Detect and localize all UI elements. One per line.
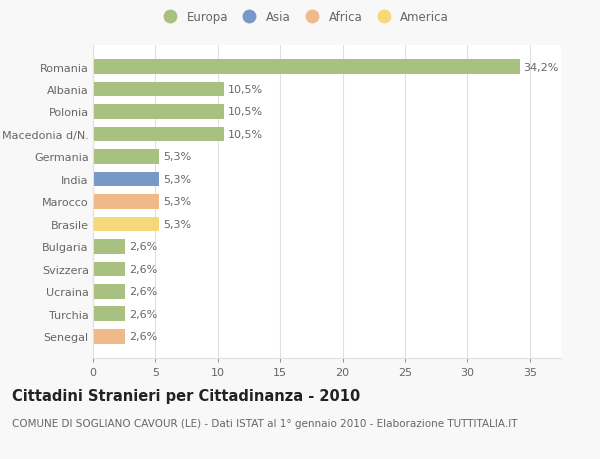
Text: 10,5%: 10,5% (228, 107, 263, 117)
Text: 2,6%: 2,6% (129, 242, 157, 252)
Bar (93, 262, 125, 276)
Bar (93, 83, 224, 97)
Text: 2,6%: 2,6% (129, 264, 157, 274)
Bar (93, 172, 159, 187)
Bar (93, 60, 520, 75)
Text: 5,3%: 5,3% (163, 219, 191, 230)
Text: COMUNE DI SOGLIANO CAVOUR (LE) - Dati ISTAT al 1° gennaio 2010 - Elaborazione TU: COMUNE DI SOGLIANO CAVOUR (LE) - Dati IS… (12, 418, 517, 428)
Bar (93, 150, 159, 164)
Text: 10,5%: 10,5% (228, 85, 263, 95)
Text: 2,6%: 2,6% (129, 309, 157, 319)
Legend: Europa, Asia, Africa, America: Europa, Asia, Africa, America (158, 11, 449, 24)
Bar (93, 217, 159, 232)
Text: Cittadini Stranieri per Cittadinanza - 2010: Cittadini Stranieri per Cittadinanza - 2… (12, 388, 360, 403)
Text: 10,5%: 10,5% (228, 130, 263, 140)
Bar (93, 240, 125, 254)
Bar (93, 105, 224, 119)
Bar (93, 128, 224, 142)
Bar (93, 195, 159, 209)
Text: 2,6%: 2,6% (129, 331, 157, 341)
Text: 5,3%: 5,3% (163, 174, 191, 185)
Bar (93, 307, 125, 321)
Text: 5,3%: 5,3% (163, 152, 191, 162)
Bar (93, 329, 125, 344)
Text: 2,6%: 2,6% (129, 287, 157, 297)
Text: 34,2%: 34,2% (524, 62, 559, 73)
Text: 5,3%: 5,3% (163, 197, 191, 207)
Bar (93, 285, 125, 299)
